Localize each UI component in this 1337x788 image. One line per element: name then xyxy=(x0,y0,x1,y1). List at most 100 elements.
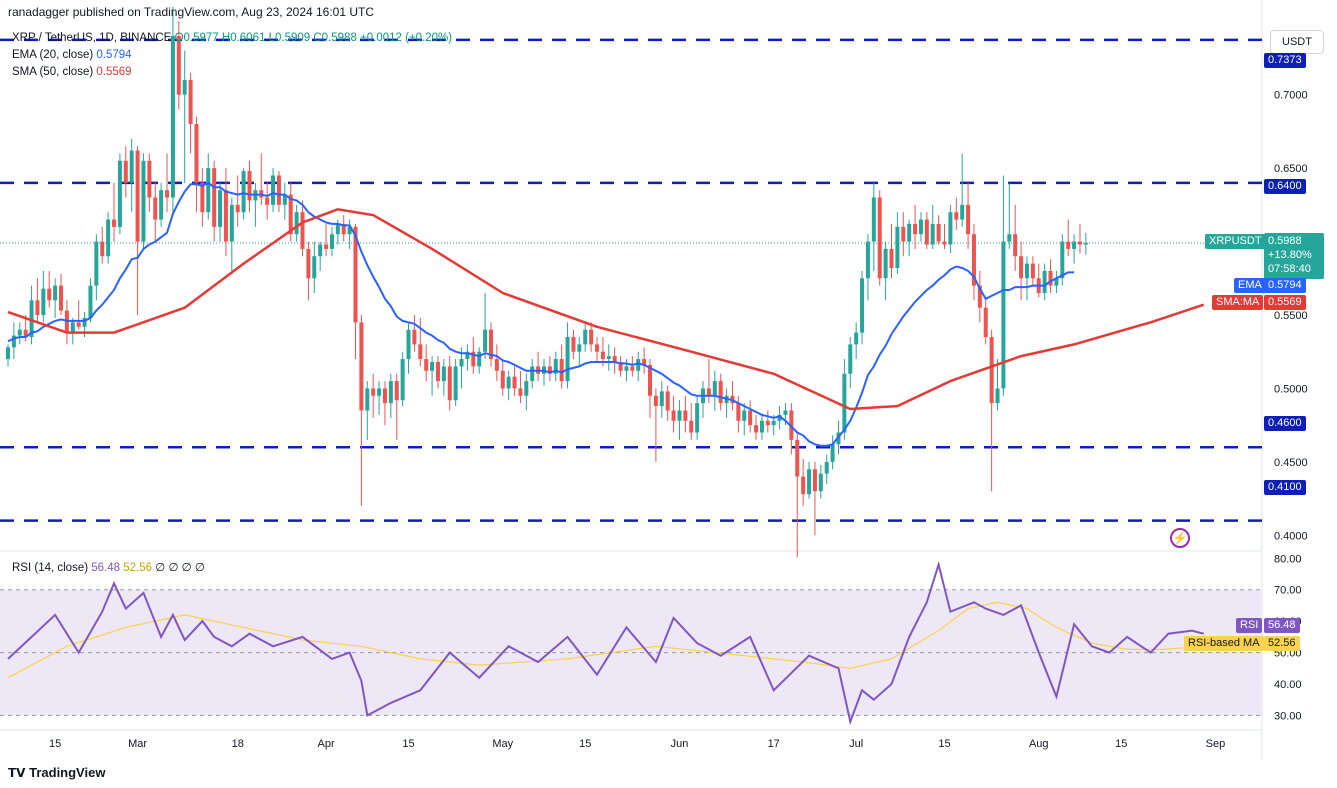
candle-body xyxy=(424,359,429,371)
candle-body xyxy=(365,388,370,411)
level-tag-06400: 0.6400 xyxy=(1264,179,1306,194)
time-tick-label: 18 xyxy=(232,738,244,750)
candle-body xyxy=(930,223,935,245)
symbol-name: XRP / TetherUS, 1D, BINANCE xyxy=(12,32,172,44)
candle-body xyxy=(742,410,747,421)
candle-body xyxy=(106,219,111,257)
flash-icon[interactable]: ⚡ xyxy=(1170,528,1190,548)
candle-body xyxy=(341,223,346,235)
candle-body xyxy=(630,366,635,371)
candle-body xyxy=(583,329,588,345)
candle-body xyxy=(371,388,376,396)
candle-body xyxy=(1013,234,1018,257)
candle-body xyxy=(553,359,558,374)
candle-body xyxy=(1083,243,1088,245)
candle-body xyxy=(824,461,829,474)
level-tag-04100: 0.4100 xyxy=(1264,480,1306,495)
candle-body xyxy=(494,359,499,371)
candle-body xyxy=(200,182,205,213)
candle-body xyxy=(359,322,364,411)
candle-body xyxy=(265,197,270,205)
candle-body xyxy=(789,410,794,440)
candle-body xyxy=(1042,270,1047,293)
rsi-legend-label: RSI (14, close) xyxy=(12,562,89,574)
level-tag-04600: 0.4600 xyxy=(1264,416,1306,431)
candle-body xyxy=(606,356,611,360)
candle-body xyxy=(500,370,505,389)
currency-unit-button[interactable]: USDT xyxy=(1270,30,1324,54)
candle-body xyxy=(901,226,906,242)
rsi-legend-value: 56.48 xyxy=(91,562,121,574)
sma-legend[interactable]: SMA (50, close) 0.5569 xyxy=(12,66,132,78)
rsi-ma-name-tag: RSI-based MA xyxy=(1184,636,1264,651)
candle-body xyxy=(677,410,682,421)
candle-body xyxy=(459,359,464,367)
candle-body xyxy=(665,391,670,411)
candle-body xyxy=(23,329,28,338)
ema-name-tag: EMA xyxy=(1234,278,1266,293)
candle-body xyxy=(435,362,440,382)
time-tick-label: Jun xyxy=(671,738,689,750)
ohlc-open: O0.5977 xyxy=(174,32,219,44)
ema-legend[interactable]: EMA (20, close) 0.5794 xyxy=(12,49,132,61)
rsi-ma-line xyxy=(7,601,1204,679)
candle-body xyxy=(324,244,329,249)
candle-body xyxy=(895,226,900,269)
candle-body xyxy=(877,197,882,279)
last-price-timer: 07:58:40 xyxy=(1268,263,1311,275)
candle-body xyxy=(347,226,352,235)
candle-body xyxy=(642,359,647,365)
rsi-legend[interactable]: RSI (14, close) 56.48 52.56 ∅ ∅ ∅ ∅ xyxy=(12,560,205,574)
candle-body xyxy=(971,234,976,286)
ohlc-low: L0.5909 xyxy=(268,32,311,44)
candle-body xyxy=(94,241,99,286)
candle-body xyxy=(53,285,58,301)
candle-body xyxy=(235,204,240,213)
candle-body xyxy=(718,381,723,404)
ema-legend-label: EMA (20, close) xyxy=(12,49,94,61)
price-tick-label: 0.4500 xyxy=(1274,457,1308,469)
candle-body xyxy=(477,351,482,367)
rsi-line xyxy=(7,560,1204,726)
candle-body xyxy=(618,362,623,371)
time-tick-label: Mar xyxy=(128,738,147,750)
candle-body xyxy=(447,366,452,401)
candle-body xyxy=(70,322,75,333)
candle-body xyxy=(471,351,476,367)
candle-body xyxy=(377,388,382,396)
tradingview-logo[interactable]: 𝗧𝗩 TradingView xyxy=(8,765,105,780)
candle-body xyxy=(648,364,653,396)
candle-body xyxy=(100,241,105,257)
time-tick-label: Jul xyxy=(849,738,863,750)
candle-body xyxy=(995,388,1000,404)
candle-body xyxy=(176,35,181,95)
candle-body xyxy=(271,175,276,205)
brand-label: TradingView xyxy=(29,765,106,780)
candle-body xyxy=(1060,241,1065,279)
time-tick-label: 15 xyxy=(938,738,950,750)
rsi-legend-ma-value: 52.56 xyxy=(123,562,153,574)
sma-legend-label: SMA (50, close) xyxy=(12,66,94,78)
candle-body xyxy=(653,395,658,407)
candle-body xyxy=(636,359,641,371)
candle-body xyxy=(848,344,853,374)
candle-body xyxy=(954,212,959,220)
candle-body xyxy=(748,410,753,426)
candle-body xyxy=(765,420,770,426)
candle-body xyxy=(865,241,870,279)
candle-body xyxy=(129,150,134,183)
publish-info: ranadagger published on TradingView.com,… xyxy=(8,5,375,19)
candle-body xyxy=(488,329,493,360)
ohlc-close: C0.5988 xyxy=(313,32,357,44)
ema-legend-value: 0.5794 xyxy=(96,49,132,61)
rsi-tick-label: 30.00 xyxy=(1274,710,1302,722)
candle-body xyxy=(453,366,458,401)
candle-body xyxy=(807,469,812,495)
candle-body xyxy=(689,420,694,433)
ema-value-tag: 0.5794 xyxy=(1264,278,1306,293)
candle-body xyxy=(35,300,40,316)
candle-body xyxy=(76,322,81,327)
candle-body xyxy=(518,388,523,396)
time-tick-label: 15 xyxy=(579,738,591,750)
candle-body xyxy=(159,190,164,220)
